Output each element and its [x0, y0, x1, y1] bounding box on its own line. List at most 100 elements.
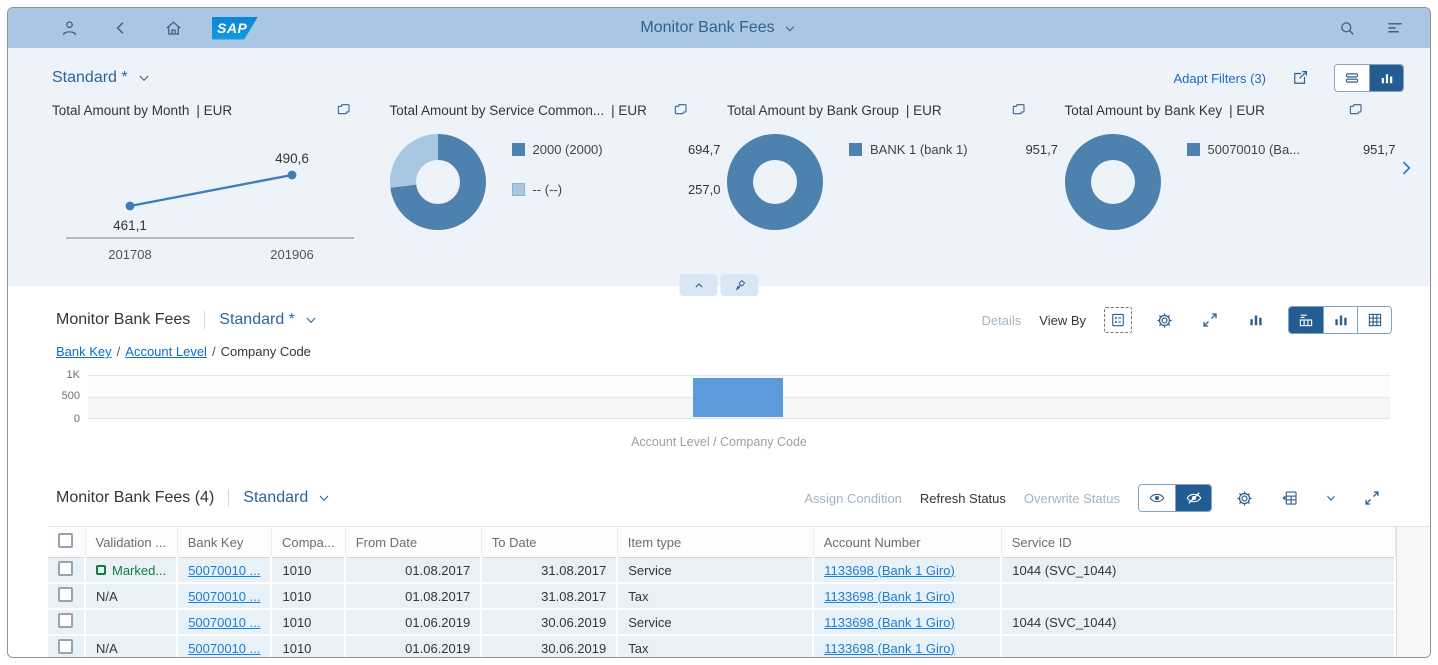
- column-header-service-id[interactable]: Service ID: [1001, 526, 1396, 558]
- column-header-account[interactable]: Account Number: [813, 526, 1002, 558]
- breadcrumb-bank-key[interactable]: Bank Key: [56, 344, 112, 359]
- view-by-button[interactable]: View By: [1039, 312, 1086, 328]
- refresh-status-button[interactable]: Refresh Status: [919, 490, 1006, 506]
- sap-logo[interactable]: SAP: [212, 16, 258, 40]
- donut-chart: 2000 (2000) 694,7 -- (--) 257,0: [389, 134, 721, 230]
- column-header-from-date[interactable]: From Date: [345, 526, 482, 558]
- row-checkbox[interactable]: [58, 613, 73, 628]
- column-header-bank-key[interactable]: Bank Key: [177, 526, 272, 558]
- home-button[interactable]: [160, 15, 186, 41]
- chart-and-table-icon: [1299, 314, 1313, 327]
- point-label: 490,6: [275, 151, 309, 166]
- expand-icon: [1203, 313, 1217, 327]
- fullscreen-button[interactable]: [1196, 307, 1224, 333]
- table-fullscreen-button[interactable]: [1358, 485, 1386, 511]
- table-row: N/A 50070010 ... 1010 01.08.2017 31.08.2…: [48, 583, 1396, 610]
- donut-graphic[interactable]: [1064, 134, 1161, 230]
- show-details-button[interactable]: [1139, 485, 1175, 511]
- table-toolbar: Assign Condition Refresh Status Overwrit…: [804, 484, 1386, 512]
- app-title-menu[interactable]: Monitor Bank Fees: [640, 8, 797, 48]
- table-settings-button[interactable]: [1230, 485, 1258, 511]
- from-date-cell: 01.06.2019: [345, 635, 483, 657]
- to-date-cell: 31.08.2017: [481, 557, 619, 584]
- data-point[interactable]: [287, 170, 297, 180]
- account-number-link[interactable]: 1133698 (Bank 1 Giro): [824, 640, 955, 656]
- filter-bar-view-button[interactable]: [1335, 65, 1369, 91]
- card-title: Total Amount by Month: [52, 102, 190, 118]
- x-axis-label: Account Level / Company Code: [631, 435, 807, 449]
- account-number-link[interactable]: 1133698 (Bank 1 Giro): [824, 614, 955, 630]
- point-label: 461,1: [113, 218, 147, 233]
- details-button[interactable]: Details: [981, 312, 1022, 328]
- breadcrumb-account-level[interactable]: Account Level: [125, 344, 207, 359]
- bank-key-link[interactable]: 50070010 ...: [188, 614, 261, 630]
- card-total-amount-by-bank-group[interactable]: Total Amount by Bank Group | EUR BANK 1 …: [727, 102, 1058, 270]
- company-code-cell: 1010: [271, 583, 347, 610]
- filter-rows-icon: [1345, 73, 1359, 83]
- legend-toggle-button[interactable]: [1104, 307, 1132, 333]
- back-button[interactable]: [108, 15, 134, 41]
- pin-header-button[interactable]: [720, 274, 759, 296]
- card-total-amount-by-bank-key[interactable]: Total Amount by Bank Key | EUR 50070010 …: [1064, 102, 1396, 270]
- chevron-down-icon: [139, 75, 149, 82]
- assign-condition-button[interactable]: Assign Condition: [804, 490, 902, 506]
- y-axis: 1K 500 0: [44, 369, 88, 425]
- x-tick-label: 201708: [108, 247, 151, 262]
- duplicate-icon: [337, 104, 350, 115]
- export-button[interactable]: [1276, 485, 1304, 511]
- chart-only-view-button[interactable]: [1323, 307, 1357, 333]
- card-total-amount-by-month[interactable]: Total Amount by Month | EUR 461,1 490,6 …: [52, 102, 358, 270]
- bank-key-link[interactable]: 50070010 ...: [188, 588, 261, 604]
- cards-scroll-right-button[interactable]: [1396, 158, 1416, 178]
- shell-right-actions: [1334, 15, 1430, 41]
- feed-lines-icon: [1388, 23, 1402, 33]
- chart-legend: BANK 1 (bank 1) 951,7: [849, 142, 1058, 230]
- column-header-item-type[interactable]: Item type: [617, 526, 814, 558]
- donut-graphic[interactable]: [727, 134, 823, 230]
- row-checkbox[interactable]: [58, 561, 73, 576]
- column-header-to-date[interactable]: To Date: [481, 526, 618, 558]
- analytics-variant-selector[interactable]: Standard *: [204, 311, 319, 329]
- collapse-header-button[interactable]: [679, 274, 718, 296]
- notifications-menu-button[interactable]: [1382, 15, 1408, 41]
- bank-key-link[interactable]: 50070010 ...: [188, 562, 261, 578]
- chart-settings-button[interactable]: [1150, 307, 1178, 333]
- chart-type-button[interactable]: [1242, 307, 1270, 333]
- column-header-company[interactable]: Compa...: [271, 526, 346, 558]
- open-card-button[interactable]: [336, 102, 352, 118]
- x-tick-label: 201906: [270, 247, 313, 262]
- row-checkbox[interactable]: [58, 587, 73, 602]
- open-card-button[interactable]: [1348, 102, 1364, 118]
- share-button[interactable]: [1286, 65, 1314, 91]
- chart-view-button[interactable]: [1369, 65, 1403, 91]
- overwrite-status-button[interactable]: Overwrite Status: [1023, 490, 1120, 506]
- table-scrollbar[interactable]: [1396, 526, 1430, 657]
- data-point[interactable]: [125, 201, 135, 211]
- card-total-amount-by-service[interactable]: Total Amount by Service Common... | EUR …: [389, 102, 721, 270]
- search-button[interactable]: [1334, 15, 1360, 41]
- filter-variant-selector[interactable]: Standard *: [52, 69, 152, 87]
- chart-table-view-button[interactable]: [1289, 307, 1323, 333]
- legend-icon: [1112, 313, 1124, 327]
- analytics-header: Monitor Bank Fees Standard * Details Vie…: [8, 306, 1430, 334]
- hide-details-button[interactable]: [1175, 485, 1211, 511]
- kpi-cards-row: Total Amount by Month | EUR 461,1 490,6 …: [8, 92, 1430, 270]
- export-menu-button[interactable]: [1322, 485, 1340, 511]
- open-card-button[interactable]: [673, 102, 689, 118]
- card-title: Total Amount by Bank Group: [727, 102, 899, 118]
- account-number-link[interactable]: 1133698 (Bank 1 Giro): [824, 588, 955, 604]
- column-header-validation[interactable]: Validation ...: [85, 526, 178, 558]
- user-profile-button[interactable]: [56, 15, 82, 41]
- select-all-checkbox[interactable]: [58, 533, 73, 548]
- bank-fees-table: Validation ... Bank Key Compa... From Da…: [48, 526, 1396, 657]
- bank-key-link[interactable]: 50070010 ...: [188, 640, 261, 656]
- account-number-link[interactable]: 1133698 (Bank 1 Giro): [824, 562, 955, 578]
- back-chevron-icon: [116, 22, 124, 34]
- row-checkbox[interactable]: [58, 639, 73, 654]
- adapt-filters-button[interactable]: Adapt Filters (3): [1173, 70, 1266, 86]
- donut-graphic[interactable]: [389, 134, 486, 230]
- table-only-view-button[interactable]: [1357, 307, 1391, 333]
- open-card-button[interactable]: [1011, 102, 1027, 118]
- bar-account-level-company-code[interactable]: [693, 378, 784, 417]
- table-variant-selector[interactable]: Standard: [228, 489, 332, 507]
